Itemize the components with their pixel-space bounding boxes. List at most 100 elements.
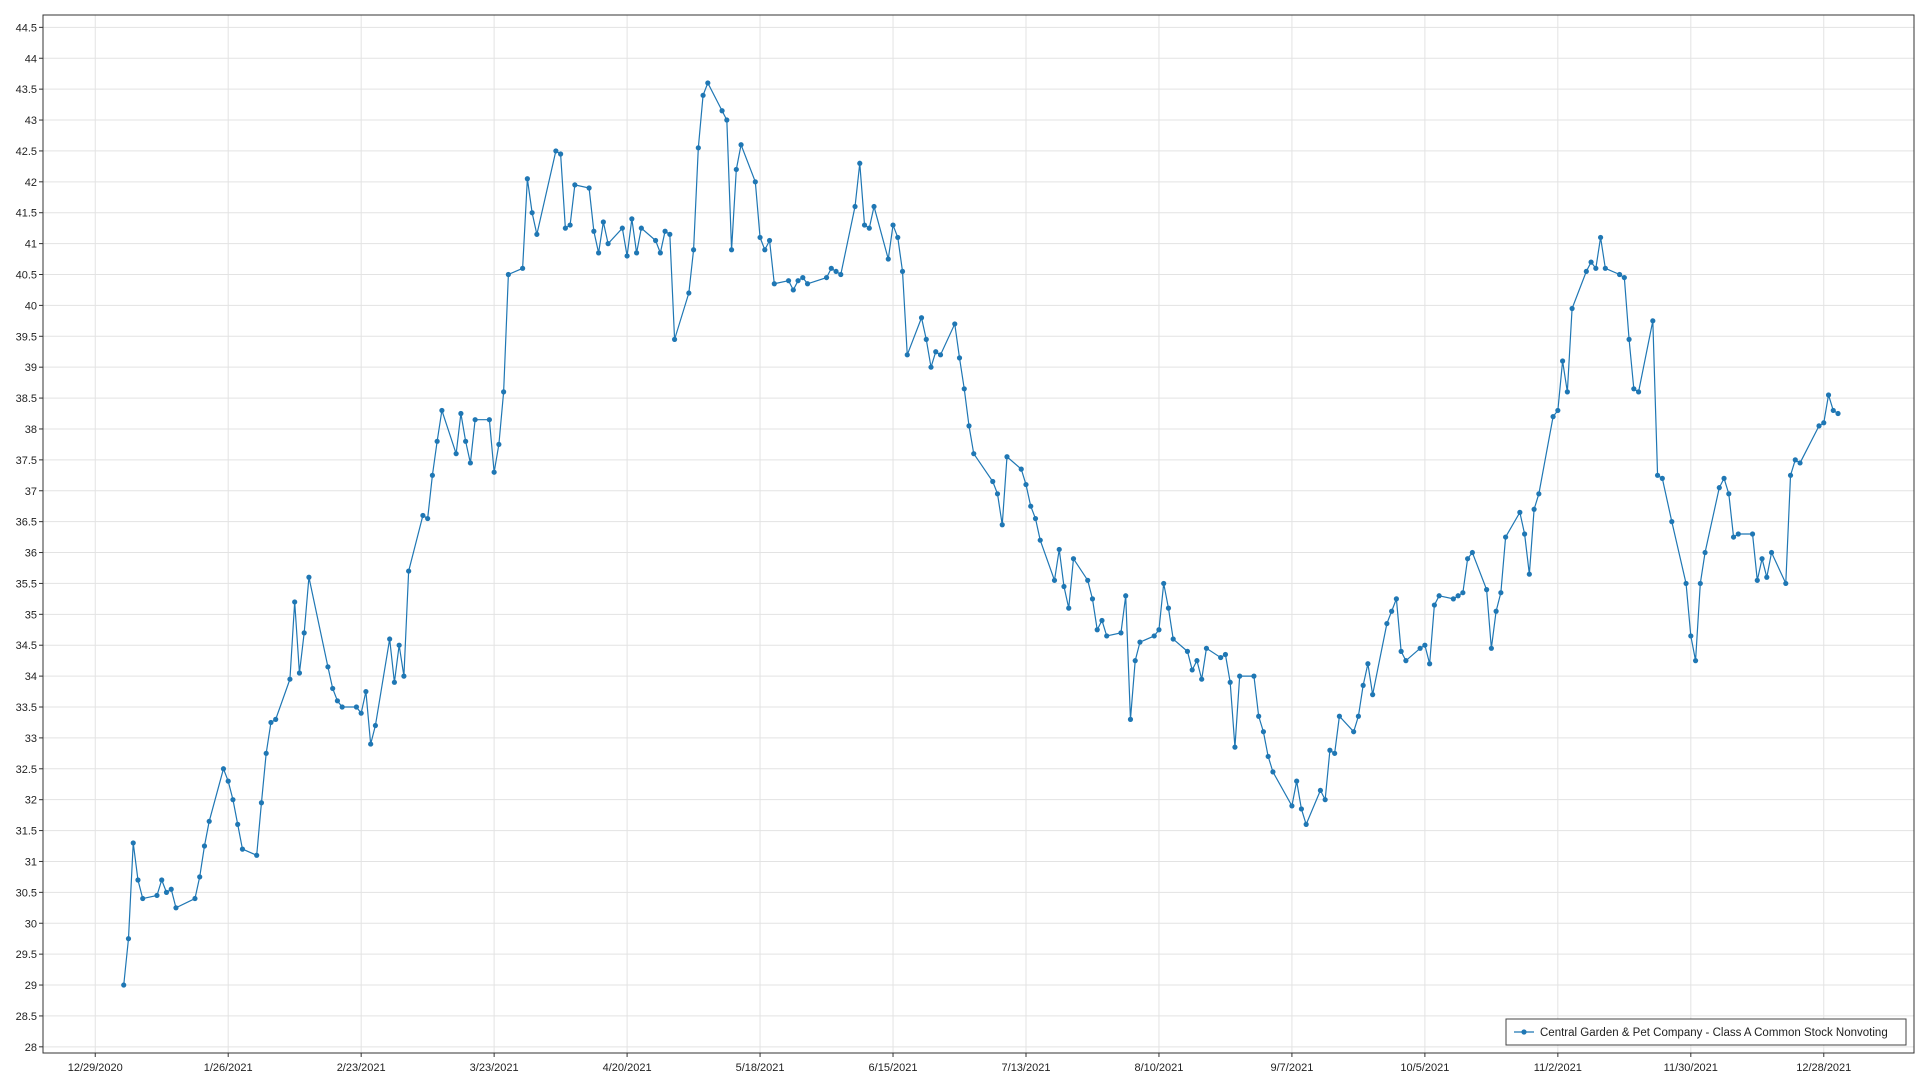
y-tick-label: 41.5 (16, 208, 37, 220)
point (828, 265, 834, 271)
y-tick-label: 40 (25, 300, 37, 312)
point (1137, 639, 1143, 645)
point (401, 673, 407, 679)
point (937, 352, 944, 358)
point (1787, 472, 1794, 478)
point (1094, 627, 1100, 633)
point (871, 203, 877, 210)
y-tick-label: 38.5 (16, 393, 37, 405)
y-tick-label: 36.5 (16, 517, 37, 529)
point (197, 874, 203, 880)
point (1759, 556, 1765, 562)
point (1070, 556, 1077, 562)
point (966, 423, 972, 429)
point (1037, 537, 1043, 543)
point (591, 228, 597, 234)
point (1303, 821, 1309, 827)
point (895, 234, 901, 241)
point (605, 241, 611, 247)
point (971, 451, 977, 457)
point (524, 176, 530, 182)
point (1051, 577, 1058, 583)
point (1749, 531, 1756, 537)
point (230, 797, 236, 803)
point (1427, 661, 1433, 667)
x-tick-label: 6/15/2021 (869, 1062, 918, 1074)
point (1821, 420, 1827, 426)
point (1764, 574, 1770, 580)
y-tick-label: 44 (25, 53, 37, 65)
point (1104, 633, 1110, 639)
point (638, 225, 644, 231)
point (1099, 617, 1105, 624)
x-tick-label: 7/13/2021 (1002, 1062, 1051, 1074)
point (762, 247, 768, 253)
point (140, 895, 146, 902)
point (1650, 318, 1656, 324)
point (358, 710, 364, 716)
point (629, 216, 635, 222)
point (918, 315, 925, 321)
point (833, 268, 839, 275)
point (1768, 549, 1775, 556)
y-tick-label: 39.5 (16, 331, 37, 343)
y-tick-label: 33 (25, 733, 37, 745)
point (434, 438, 440, 444)
point (961, 386, 967, 392)
point (657, 250, 663, 256)
point (596, 250, 602, 256)
point (1398, 648, 1404, 654)
point (263, 750, 269, 756)
point (899, 268, 906, 275)
point (387, 636, 393, 642)
point (292, 599, 298, 605)
point (429, 472, 435, 478)
x-tick-label: 4/20/2021 (603, 1062, 652, 1074)
point (1327, 747, 1333, 753)
point (1503, 534, 1509, 540)
point (1251, 673, 1257, 679)
point (771, 281, 777, 287)
point (1066, 605, 1072, 611)
point (1792, 457, 1798, 463)
point (1028, 503, 1034, 509)
point (330, 685, 336, 692)
y-tick-label: 29 (25, 980, 37, 992)
point (496, 441, 502, 448)
point (1726, 491, 1732, 497)
point (1669, 519, 1675, 525)
y-tick-label: 37 (25, 486, 37, 498)
point (458, 410, 464, 417)
point (1056, 546, 1062, 553)
point (306, 574, 312, 580)
point (235, 821, 241, 827)
point (1393, 596, 1399, 602)
point (586, 185, 592, 191)
point (1417, 645, 1423, 651)
point (719, 108, 725, 114)
point (258, 800, 265, 806)
point (1484, 587, 1490, 593)
point (1559, 358, 1566, 364)
point (861, 222, 868, 228)
point (254, 852, 260, 858)
point (520, 265, 526, 271)
point (1360, 682, 1366, 688)
point (173, 905, 179, 911)
point (633, 250, 640, 256)
point (1289, 803, 1295, 809)
point (1322, 797, 1328, 803)
point (439, 407, 445, 414)
point (1697, 580, 1703, 587)
point (1351, 729, 1357, 735)
point (952, 321, 958, 327)
y-tick-label: 32.5 (16, 764, 37, 776)
point (1018, 466, 1024, 472)
point (1830, 407, 1836, 414)
point (1270, 769, 1276, 775)
point (1797, 460, 1803, 466)
point (1522, 531, 1528, 537)
point (467, 460, 473, 466)
